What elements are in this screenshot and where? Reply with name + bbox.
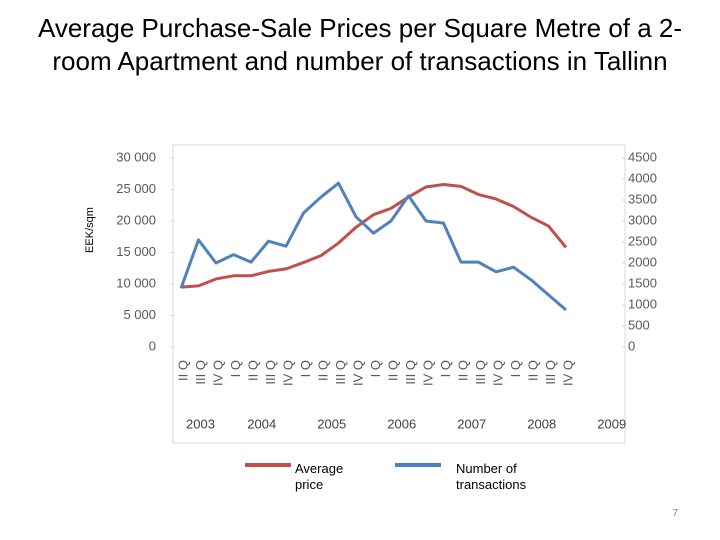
y2-tick-label: 1500 [628, 275, 657, 290]
x-tick-label: IV Q [420, 360, 435, 386]
x-tick-label: IV Q [350, 360, 365, 386]
x-tick-label: IV Q [490, 360, 505, 386]
x-tick-label: I Q [508, 360, 523, 377]
legend-label: Average price [295, 461, 344, 492]
y-tick-label: 0 [149, 338, 156, 353]
x-tick-label: II Q [525, 360, 540, 381]
year-label: 2003 [186, 416, 215, 431]
y2-tick-label: 4000 [628, 170, 657, 185]
y2-tick-label: 3000 [628, 212, 657, 227]
x-tick-label: IV Q [560, 360, 575, 386]
x-tick-label: III Q [263, 360, 278, 385]
x-tick-label: II Q [385, 360, 400, 381]
x-tick-label: II Q [455, 360, 470, 381]
x-tick-label: IV Q [210, 360, 225, 386]
x-tick-label: I Q [368, 360, 383, 377]
y-tick-label: 20 000 [116, 212, 156, 227]
x-tick-label: III Q [403, 360, 418, 385]
legend-label: Number of transactions [456, 461, 527, 492]
year-label: 2008 [527, 416, 556, 431]
x-tick-label: II Q [315, 360, 330, 381]
y2-tick-label: 2500 [628, 233, 657, 248]
y-tick-label: 30 000 [116, 149, 156, 164]
series-line [180, 182, 568, 289]
x-tick-label: III Q [193, 360, 208, 385]
y2-tick-label: 2000 [628, 254, 657, 269]
year-label: 2009 [597, 416, 626, 431]
chart-title: Average Purchase-Sale Prices per Square … [37, 13, 683, 76]
y-tick-label: 5 000 [123, 307, 156, 322]
year-label: 2004 [247, 416, 276, 431]
x-tick-label: I Q [298, 360, 313, 377]
y2-tick-label: 1000 [628, 296, 657, 311]
x-tick-label: I Q [228, 360, 243, 377]
x-tick-label: III Q [473, 360, 488, 385]
y-tick-label: 15 000 [116, 244, 156, 259]
y-axis-title: EEK/sqm [84, 207, 96, 253]
year-label: 2006 [387, 416, 416, 431]
x-tick-label: III Q [333, 360, 348, 385]
y-tick-label: 25 000 [116, 181, 156, 196]
y-tick-label: 10 000 [116, 275, 156, 290]
plot-frame [172, 144, 626, 444]
x-tick-label: I Q [438, 360, 453, 377]
y2-tick-label: 500 [628, 317, 650, 332]
page-number: 7 [672, 508, 678, 519]
series-line [179, 181, 567, 312]
x-tick-label: IV Q [280, 360, 295, 386]
year-label: 2007 [457, 416, 486, 431]
y2-tick-label: 0 [628, 338, 635, 353]
year-label: 2005 [317, 416, 346, 431]
x-tick-label: II Q [245, 360, 260, 381]
y2-tick-label: 4500 [628, 149, 657, 164]
y2-tick-label: 3500 [628, 191, 657, 206]
x-tick-label: II Q [175, 360, 190, 381]
x-tick-label: III Q [543, 360, 558, 385]
